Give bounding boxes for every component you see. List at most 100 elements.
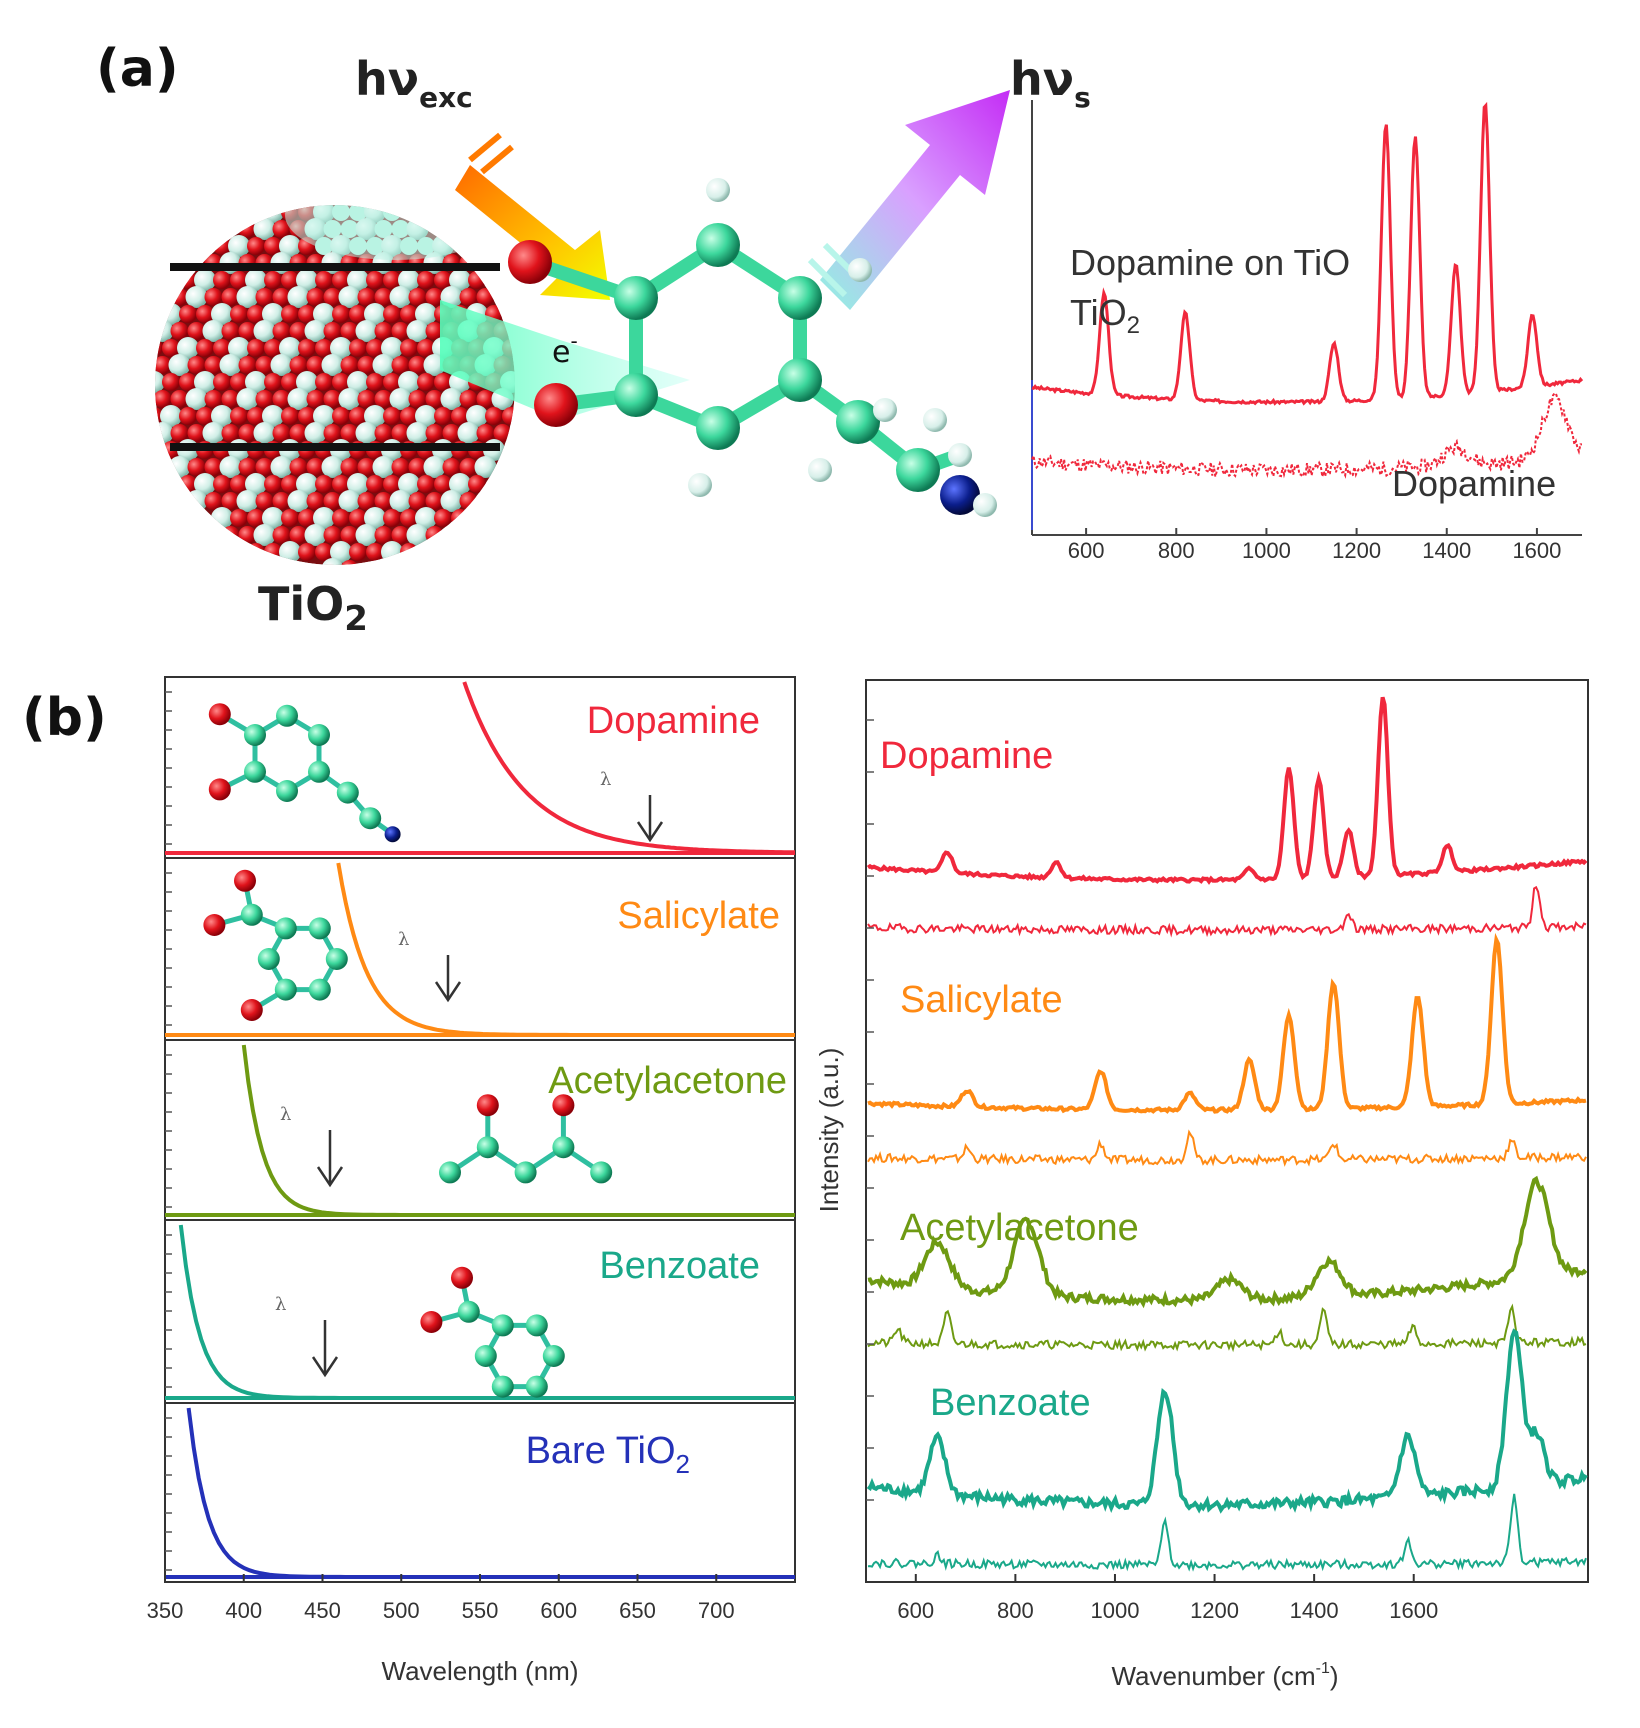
o-atom <box>179 373 197 391</box>
absorption-panel: Dopamine λ Salicylate λ Acetylacetone λ Benzoa… <box>147 676 796 1686</box>
o-atom <box>187 458 206 476</box>
ti-atom <box>406 524 429 546</box>
ti-atom <box>330 337 352 359</box>
ti-atom <box>185 490 208 512</box>
ti-atom <box>236 286 259 308</box>
oxygen-atom <box>534 383 578 427</box>
o-atom <box>383 509 401 527</box>
absorption-x-tick-label: 650 <box>619 1598 656 1623</box>
ti-atom <box>160 303 182 325</box>
o-atom <box>230 373 248 391</box>
o-atom <box>289 424 308 442</box>
o-atom <box>434 475 452 493</box>
o-atom <box>238 322 257 340</box>
ti-atom <box>253 524 276 546</box>
ti-atom <box>296 269 318 291</box>
o-atom <box>425 322 444 340</box>
o-atom <box>230 509 248 527</box>
o-atom <box>179 305 197 323</box>
ti-atom <box>287 286 310 308</box>
o-atom <box>400 305 418 323</box>
ti-atom <box>279 541 301 563</box>
o-atom <box>255 356 274 374</box>
o-atom <box>204 458 223 476</box>
o-atom <box>374 322 393 340</box>
ti-atom <box>389 388 412 410</box>
scattered-arrow <box>807 90 1010 310</box>
ti-atom <box>381 337 403 359</box>
o-atom <box>408 390 427 408</box>
ti-atom <box>194 371 216 393</box>
o-atom <box>442 424 461 442</box>
o-atom <box>349 407 367 425</box>
inset-label-dopamine-on-tio2-sub: TiO2 <box>1070 292 1140 339</box>
excitation-lambda-label: λ <box>280 1104 291 1125</box>
ligand-molecule-model <box>420 1266 565 1398</box>
ti-atom <box>262 303 284 325</box>
o-atom <box>374 288 393 306</box>
hydrogen-atom <box>873 398 897 422</box>
o-atom <box>315 373 333 391</box>
o-atom <box>264 339 282 357</box>
ti-atom <box>330 541 352 563</box>
o-atom <box>187 424 206 442</box>
o-atom <box>196 339 214 357</box>
ti-atom <box>155 371 165 393</box>
o-atom <box>417 339 435 357</box>
excitation-label: hνexc <box>355 52 473 114</box>
o-atom <box>374 526 393 544</box>
ti-atom <box>211 507 233 529</box>
o-atom <box>459 288 478 306</box>
o-atom <box>366 271 384 289</box>
absorption-x-axis-title: Wavelength (nm) <box>382 1656 579 1686</box>
o-atom <box>383 407 401 425</box>
o-atom <box>247 407 265 425</box>
o-atom <box>408 458 427 476</box>
ti-atom <box>296 473 318 495</box>
absorption-series-label: Bare TiO2 <box>526 1430 690 1479</box>
o-atom <box>391 458 410 476</box>
ti-atom <box>262 507 284 529</box>
o-atom <box>264 373 282 391</box>
o-atom <box>272 492 291 510</box>
hydrogen-atom <box>973 493 997 517</box>
o-atom <box>221 526 240 544</box>
ligand-molecule-model <box>439 1094 613 1184</box>
o-atom <box>306 288 325 306</box>
o-atom <box>332 475 350 493</box>
o-atom <box>366 543 384 561</box>
raman-trace-salicylate-reference <box>867 1129 1587 1167</box>
o-atom <box>434 407 452 425</box>
ti-atom <box>202 422 225 444</box>
o-atom <box>315 475 333 493</box>
o-atom <box>187 322 206 340</box>
o-atom <box>374 424 393 442</box>
o-atom <box>230 475 248 493</box>
o-atom <box>340 356 359 374</box>
ti-atom <box>253 422 276 444</box>
o-atom <box>221 390 240 408</box>
o-atom <box>272 322 291 340</box>
o-atom <box>255 288 274 306</box>
o-atom <box>332 407 350 425</box>
o-atom <box>374 390 393 408</box>
inset-x-tick-label: 600 <box>1068 538 1105 563</box>
o-atom <box>400 509 418 527</box>
hydrogen-atom <box>688 473 712 497</box>
o-atom <box>383 475 401 493</box>
absorption-curve-acetylacetone <box>241 1044 795 1217</box>
o-atom <box>357 390 376 408</box>
o-atom <box>391 424 410 442</box>
ti-atom <box>415 303 437 325</box>
o-atom <box>417 373 435 391</box>
o-atom <box>323 322 342 340</box>
o-atom <box>272 424 291 442</box>
o-atom <box>476 390 495 408</box>
ti-atom <box>304 524 327 546</box>
inset-x-tick-label: 1000 <box>1242 538 1291 563</box>
inset-x-tick-label: 800 <box>1158 538 1195 563</box>
carbon-atom <box>836 400 880 444</box>
carbon-atom <box>778 358 822 402</box>
raman-x-axis-title: Wavenumber (cm-1) <box>1111 1660 1338 1691</box>
dopamine-molecule-model <box>508 178 997 517</box>
